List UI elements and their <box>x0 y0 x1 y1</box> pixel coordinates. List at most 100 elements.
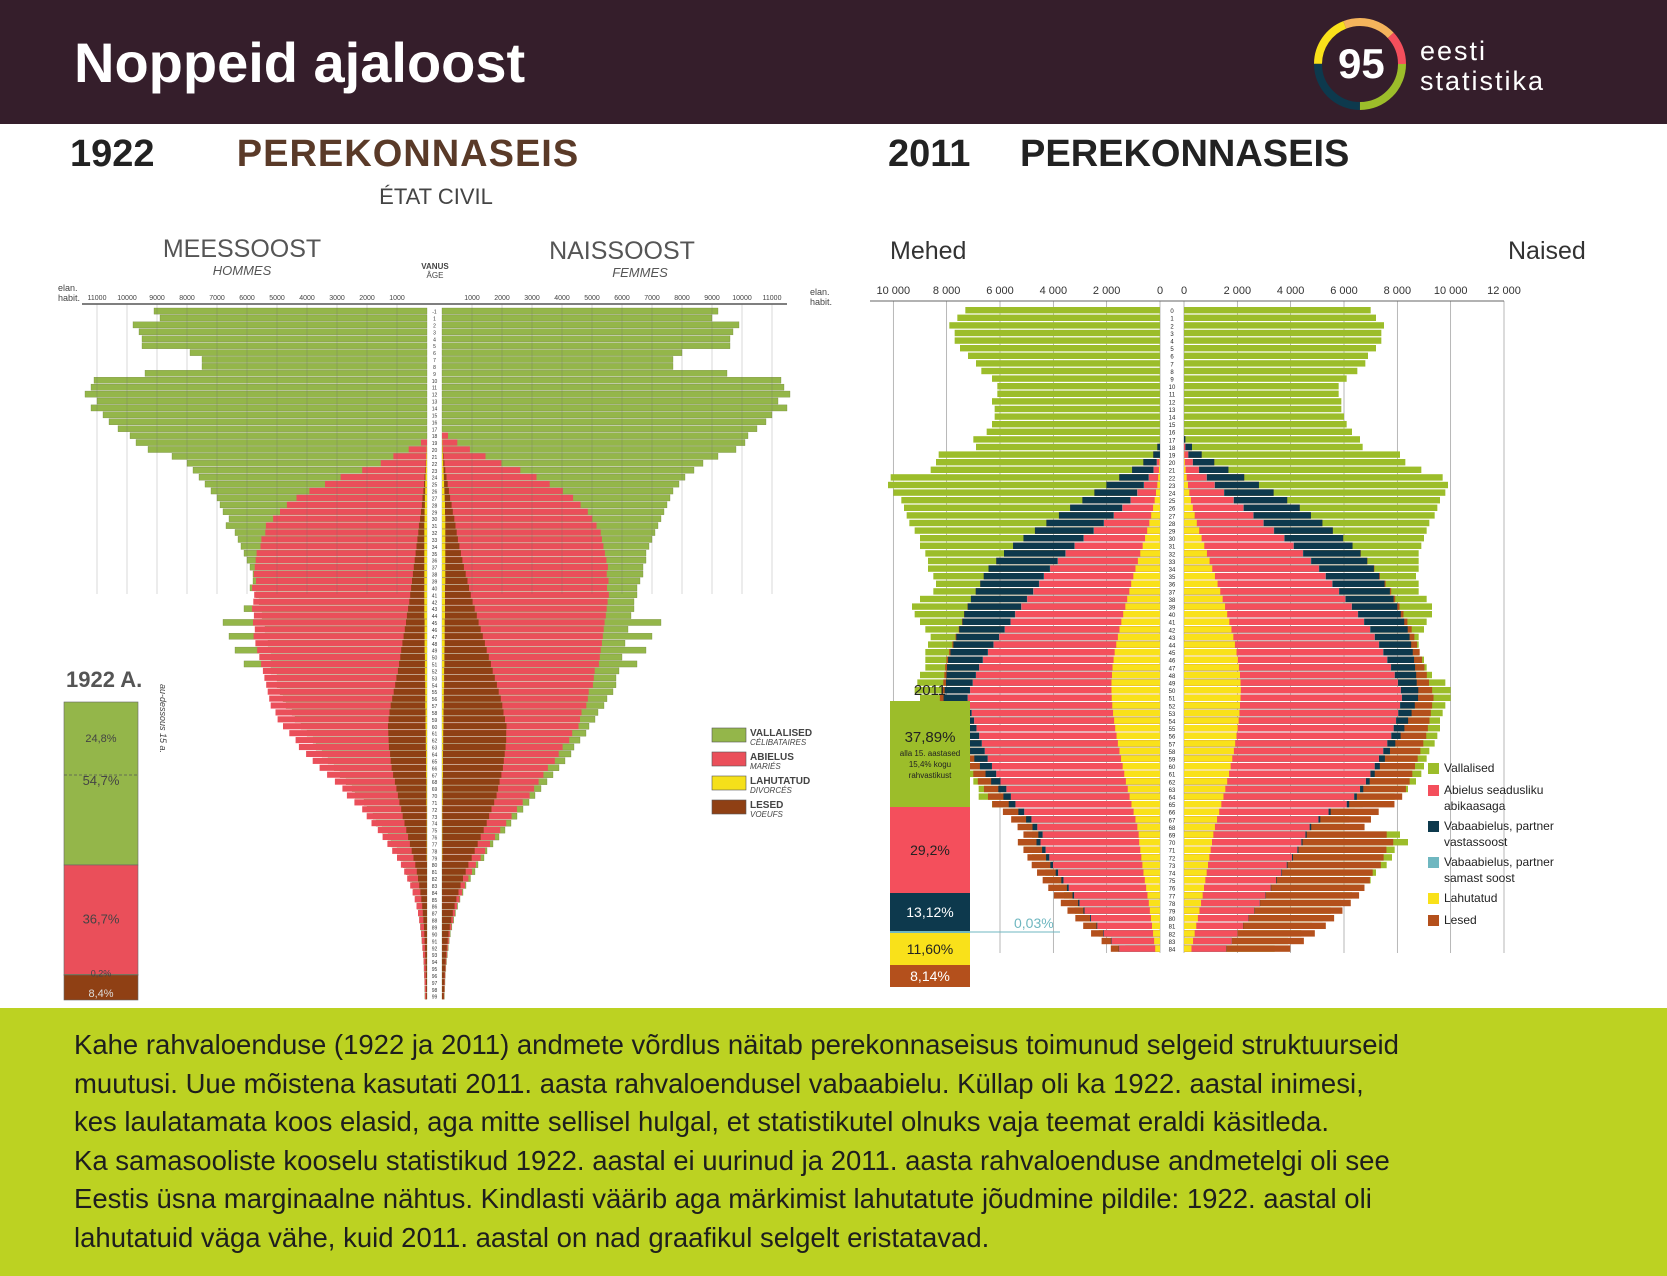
age-tick-2011: 7 <box>1170 362 1174 368</box>
bar-1922-female-married <box>442 467 521 474</box>
bar-2011-female-married <box>1184 808 1329 815</box>
bar-1922-male-married <box>410 882 427 889</box>
bar-1922-male-widowed <box>409 598 427 605</box>
female-tick-label: 11000 <box>763 295 782 302</box>
bar-1922-male-married <box>269 695 427 702</box>
bar-1922-female-widowed <box>442 640 485 647</box>
bar-2011-female-married <box>1184 725 1394 732</box>
bar-2011-female-divorced <box>1184 907 1200 914</box>
bar-2011-female-married <box>1184 550 1303 557</box>
bar-2011-female-married <box>1184 763 1375 770</box>
age-tick-2011: 36 <box>1169 583 1176 589</box>
bar-2011-male-divorced <box>1147 527 1160 534</box>
age-tick-1922: 45 <box>432 621 438 627</box>
bar-1922-male-widowed <box>393 688 427 695</box>
bar-1922-male-married <box>267 688 427 695</box>
bar-1922-female-widowed <box>442 882 461 889</box>
age-tick-2011: 25 <box>1169 499 1176 505</box>
bar-2011-female-single <box>1184 489 1446 496</box>
bar-1922-male-married <box>306 750 427 757</box>
bar-1922-male-divorced <box>426 453 427 460</box>
age-tick-1922: 49 <box>432 649 438 655</box>
bar-2011-male-divorced <box>1125 778 1160 785</box>
age-tick-1922: 30 <box>432 517 438 523</box>
chart-2011-year: 2011 <box>888 133 970 175</box>
age-tick-1922: 54 <box>432 683 438 689</box>
bar-2011-female-married <box>1184 732 1392 739</box>
age-tick-1922: 97 <box>432 981 438 987</box>
bar-2011-female-widowed <box>1184 892 1360 899</box>
bar-2011-female-married <box>1184 618 1364 625</box>
bar-2011-female-divorced <box>1184 877 1206 884</box>
bar-2011-male-divorced <box>1113 656 1160 663</box>
legend-1922-swatch <box>711 775 747 791</box>
bar-2011-female-married <box>1184 580 1333 587</box>
bar-1922-male-widowed <box>425 965 427 972</box>
bar-1922-male-divorced <box>424 660 427 668</box>
bar-2011-female-divorced <box>1184 763 1231 770</box>
age-tick-1922: -1 <box>432 310 437 316</box>
bar-2011-female-divorced <box>1184 770 1230 777</box>
age-tick-1922: 5 <box>433 344 436 350</box>
bar-2011-male-married <box>979 732 1160 739</box>
age-tick-2011: 55 <box>1169 727 1176 733</box>
bar-1922-female-single <box>441 377 782 384</box>
age-tick-2011: 74 <box>1169 872 1176 878</box>
age-tick-2011: 60 <box>1169 765 1176 771</box>
age-tick-1922: 63 <box>432 746 438 752</box>
bar-1922-female-widowed <box>442 633 483 640</box>
bar-2011-female-married <box>1184 557 1311 565</box>
age-tick-1922: 69 <box>432 787 438 793</box>
inset-1922-segment <box>63 974 139 1001</box>
age-tick-1922: 35 <box>432 552 438 558</box>
bar-2011-male-cohab-opposite <box>1082 497 1160 504</box>
bar-1922-male-divorced <box>425 702 427 709</box>
bar-1922-male-divorced <box>425 467 427 474</box>
legend-1922-swatch <box>711 799 747 815</box>
age-tick-1922: 76 <box>432 836 438 842</box>
bar-1922-female-widowed <box>442 487 449 495</box>
bar-2011-male-married <box>1093 527 1160 534</box>
bar-1922-male-divorced <box>426 799 427 806</box>
bar-1922-female-widowed <box>442 591 471 598</box>
inset-2011-segment <box>890 807 970 893</box>
bar-2011-female-divorced <box>1184 573 1215 580</box>
bar-1922-male-married <box>264 674 427 681</box>
bar-2011-female-married <box>1184 474 1207 481</box>
bar-2011-male-divorced <box>1111 679 1160 686</box>
bar-1922-female-widowed <box>442 896 457 903</box>
bar-1922-female-widowed <box>442 515 455 522</box>
bar-1922-male-widowed <box>404 626 427 633</box>
bar-1922-female-widowed <box>442 764 503 771</box>
bar-1922-male-divorced <box>426 778 427 785</box>
bar-1922-male-single <box>153 307 428 315</box>
age-tick-1922: 98 <box>432 988 438 994</box>
age-tick-1922: 80 <box>432 863 438 869</box>
bar-2011-female-widowed <box>1184 907 1343 914</box>
bar-2011-female-married <box>1184 443 1186 451</box>
bar-1922-male-divorced <box>424 612 427 619</box>
bar-2011-female-divorced <box>1184 884 1204 891</box>
bar-1922-female-divorced <box>442 757 443 764</box>
bar-2011-female-single <box>1184 504 1438 511</box>
bar-1922-male-divorced <box>424 591 427 598</box>
bar-1922-female-widowed <box>442 654 489 661</box>
age-tick-1922: 89 <box>432 926 438 932</box>
bar-2011-female-divorced <box>1184 747 1234 755</box>
bar-1922-male-divorced <box>426 460 427 467</box>
bar-1922-male-single <box>90 404 428 412</box>
bar-2011-male-married <box>1027 595 1160 603</box>
bar-2011-male-divorced <box>1149 519 1160 527</box>
bar-1922-female-single <box>441 432 749 439</box>
bar-2011-female-married <box>1184 489 1224 496</box>
bar-2011-male-married <box>1084 907 1160 914</box>
bar-1922-female-divorced <box>442 737 444 744</box>
age-tick-1922: 17 <box>432 427 438 433</box>
bar-1922-male-divorced <box>425 487 427 495</box>
bar-2011-female-married <box>1184 717 1396 724</box>
bar-1922-female-divorced <box>442 536 446 543</box>
age-tick-2011: 56 <box>1169 735 1176 741</box>
bar-2011-male-married <box>1004 626 1160 633</box>
bar-1922-female-divorced <box>442 750 443 757</box>
bar-2011-female-divorced <box>1184 618 1230 625</box>
